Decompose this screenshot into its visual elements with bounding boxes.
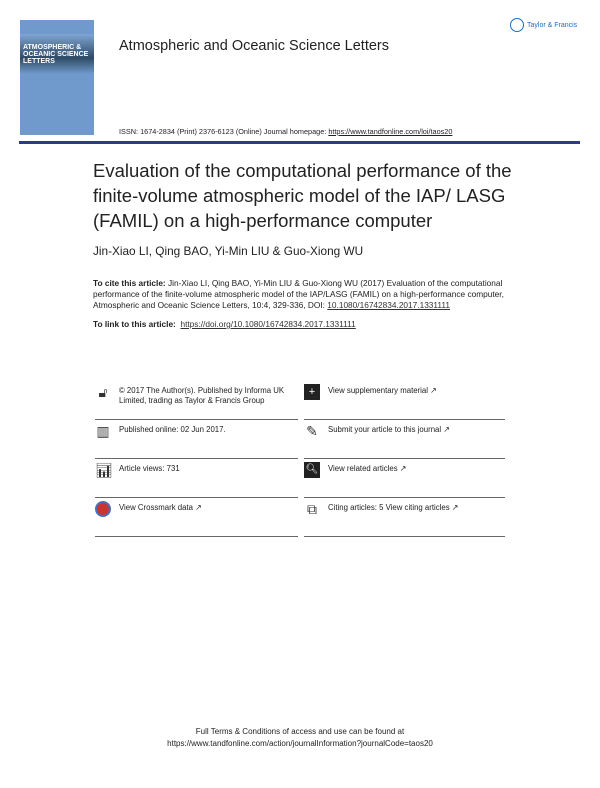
submit-text: Submit your article to this journal ↗ [328,425,450,434]
citing-text: Citing articles: 5 View citing articles … [328,503,459,512]
header-rule [19,141,580,144]
related-articles-link[interactable]: 🔍︎ View related articles ↗ [304,462,505,498]
citing-articles-link[interactable]: ⧉ Citing articles: 5 View citing articles… [304,501,505,537]
journal-title: Atmospheric and Oceanic Science Letters [119,38,389,54]
article-views: 📊︎ Article views: 731 [95,462,298,498]
link-label: To link to this article: [93,319,176,329]
related-text: View related articles ↗ [328,464,407,473]
journal-cover-image: ATMOSPHERIC & OCEANIC SCIENCE LETTERS [20,20,94,135]
published-text: Published online: 02 Jun 2017. [119,425,226,434]
publisher-name: Taylor & Francis [527,21,578,29]
supplementary-icon: + [304,384,320,400]
citing-icon: ⧉ [307,501,317,517]
journal-homepage-link[interactable]: https://www.tandfonline.com/loi/taos20 [328,127,453,136]
cite-label: To cite this article: [93,278,166,288]
license-text: © 2017 The Author(s). Published by Infor… [119,386,285,405]
bar-chart-icon: 📊︎ [95,462,113,478]
search-document-icon: 🔍︎ [304,462,320,478]
article-title: Evaluation of the computational performa… [93,160,512,231]
crossmark-link[interactable]: View Crossmark data ↗ [95,501,298,537]
publisher-logo: Taylor & Francis [510,18,577,32]
citation: To cite this article: Jin-Xiao LI, Qing … [93,278,523,311]
edit-icon: ✎ [306,423,318,439]
cite-doi-link[interactable]: 10.1080/16742834.2017.1331111 [327,300,451,310]
supplementary-text: View supplementary material ↗ [328,386,437,395]
issn-text: ISSN: 1674-2834 (Print) 2376-6123 (Onlin… [119,127,329,136]
cite-text: Jin-Xiao LI, Qing BAO, Yi-Min LIU & Guo-… [93,278,504,310]
views-text: Article views: 731 [119,464,180,473]
submit-article-link[interactable]: ✎ Submit your article to this journal ↗ [304,423,505,459]
crossmark-icon [95,501,111,517]
publisher-logo-icon [510,18,524,32]
issn-line: ISSN: 1674-2834 (Print) 2376-6123 (Onlin… [119,127,452,136]
cover-title: ATMOSPHERIC & OCEANIC SCIENCE LETTERS [23,44,89,65]
calendar-icon: ▥ [96,423,110,439]
article-authors: Jin-Xiao LI, Qing BAO, Yi-Min LIU & Guo-… [93,244,364,258]
footer-url[interactable]: https://www.tandfonline.com/action/journ… [167,739,433,748]
crossmark-text: View Crossmark data ↗ [119,503,202,512]
article-doi-link[interactable]: https://doi.org/10.1080/16742834.2017.13… [180,319,356,329]
open-access-icon: 🔓︎ [98,384,108,400]
footer-terms: Full Terms & Conditions of access and us… [195,727,405,736]
published-online: ▥ Published online: 02 Jun 2017. [95,423,298,459]
supplementary-material-link[interactable]: + View supplementary material ↗ [304,384,505,420]
article-link-line: To link to this article: https://doi.org… [93,319,523,330]
footer: Full Terms & Conditions of access and us… [0,726,600,750]
info-grid: 🔓︎ © 2017 The Author(s). Published by Inf… [95,384,505,537]
article-info: Evaluation of the computational performa… [93,158,523,330]
license-info: 🔓︎ © 2017 The Author(s). Published by Inf… [95,384,298,420]
